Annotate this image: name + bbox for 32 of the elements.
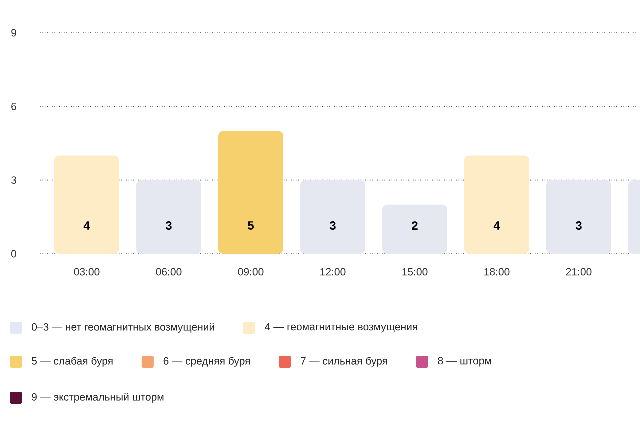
y-tick-label: 9 xyxy=(12,29,16,37)
x-tick-label: 12:00 xyxy=(320,268,346,276)
data-label: 3 xyxy=(576,222,582,230)
data-label: 3 xyxy=(330,222,336,230)
y-tick-label: 6 xyxy=(12,102,16,110)
legend-label: 4 — геомагнитные возмущения xyxy=(265,323,418,333)
data-label: 4 xyxy=(494,222,500,230)
x-tick-label: 06:00 xyxy=(156,268,182,276)
x-tick-label: 03:00 xyxy=(74,268,100,276)
bar xyxy=(300,180,366,254)
x-tick-label: 18:00 xyxy=(484,268,510,276)
y-tick-label: 3 xyxy=(11,176,16,184)
bar xyxy=(464,156,530,254)
legend-label: 5 — слабая буря xyxy=(32,357,113,367)
data-label: 2 xyxy=(412,222,418,230)
x-tick-label: 21:00 xyxy=(566,268,592,276)
legend-label: 0–3 — нет геомагнитных возмущений xyxy=(32,323,214,333)
legend-label: 8 — шторм xyxy=(438,357,492,367)
x-tick-label: 15:00 xyxy=(402,268,428,276)
data-label: 4 xyxy=(84,222,90,230)
y-tick-label: 0 xyxy=(11,250,16,258)
legend-label: 7 — сильная буря xyxy=(301,357,388,367)
legend-label: 6 — средняя буря xyxy=(164,357,250,367)
data-label: 3 xyxy=(166,222,172,230)
bar xyxy=(218,131,284,254)
bar xyxy=(546,180,612,254)
bar xyxy=(54,156,120,254)
bar xyxy=(382,204,448,254)
legend-label: 9 — экстремальный шторм xyxy=(32,393,164,403)
x-tick-label: 09:00 xyxy=(238,268,264,276)
bar xyxy=(136,180,202,254)
data-label: 5 xyxy=(248,222,254,230)
